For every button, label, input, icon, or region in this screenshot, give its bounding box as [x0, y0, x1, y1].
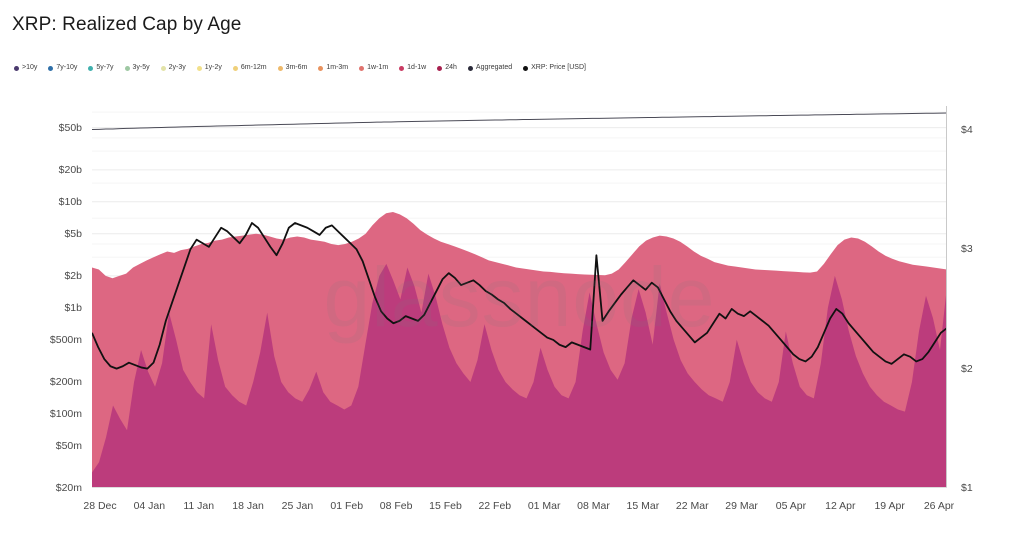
- legend-item-label: 24h: [445, 64, 457, 71]
- area-series-young-cohorts: [92, 263, 947, 488]
- legend-swatch-icon: [124, 65, 130, 71]
- y-axis-right-tick: $1: [961, 482, 973, 494]
- line-series-xrp-price: [92, 222, 947, 370]
- legend-item-3m-6m[interactable]: 3m-6m: [277, 64, 308, 72]
- legend-item-2y-3y[interactable]: 2y-3y: [160, 64, 186, 72]
- y-axis-left-tick: $100m: [49, 407, 82, 420]
- legend-item-1w-1m[interactable]: 1w-1m: [359, 64, 388, 72]
- x-axis-tick: 15 Mar: [626, 500, 660, 512]
- x-axis-tick: 11 Jan: [183, 500, 215, 512]
- legend-item-5y-7y[interactable]: 5y-7y: [88, 64, 114, 72]
- plot-area: glassnode: [92, 106, 947, 488]
- legend-item-label: >10y: [22, 64, 38, 71]
- chart-legend: >10y 7y-10y 5y-7y 3y-5y 2y-3y 1y-2y 6m-12m 3m-6…: [14, 64, 597, 72]
- y-axis-left-tick: $5b: [64, 227, 82, 240]
- y-axis-right-tick: $2: [961, 362, 973, 375]
- x-axis-tick: 22 Mar: [675, 500, 709, 512]
- legend-item-1y-2y[interactable]: 1y-2y: [196, 64, 222, 72]
- legend-swatch-icon: [318, 65, 324, 71]
- legend-item-10y[interactable]: >10y: [14, 64, 37, 72]
- y-axis-left-tick: $50m: [55, 439, 82, 452]
- legend-swatch-icon: [437, 65, 443, 71]
- x-axis-tick: 01 Mar: [527, 500, 561, 512]
- legend-item-6m-12m[interactable]: 6m-12m: [232, 64, 267, 72]
- y-axis-left-tick: $1b: [64, 301, 82, 314]
- legend-swatch-icon: [232, 65, 238, 71]
- x-axis-tick: 19 Apr: [874, 500, 905, 512]
- y-axis-left-tick: $200m: [49, 375, 82, 388]
- legend-item-label: XRP: Price [USD]: [531, 64, 586, 71]
- legend-item-7y-10y[interactable]: 7y-10y: [48, 64, 77, 72]
- y-axis-left-tick: $10b: [58, 195, 82, 208]
- x-axis-tick: 05 Apr: [775, 500, 807, 512]
- x-axis-tick: 22 Feb: [478, 500, 512, 512]
- legend-item-label: 1d-1w: [407, 64, 427, 71]
- x-axis-tick: 12 Apr: [825, 500, 856, 512]
- legend-item-label: 3y-5y: [132, 64, 150, 71]
- y-axis-left-tick: $50b: [58, 121, 82, 134]
- legend-swatch-icon: [277, 65, 283, 71]
- legend-item-1m-3m[interactable]: 1m-3m: [318, 64, 348, 72]
- legend-swatch-icon: [196, 65, 202, 71]
- y-axis-left-tick: $20m: [55, 482, 82, 494]
- legend-swatch-icon: [399, 65, 405, 71]
- legend-item-label: Aggregated: [475, 64, 513, 71]
- legend-item-label: 5y-7y: [96, 64, 114, 71]
- legend-swatch-icon: [467, 65, 473, 71]
- legend-swatch-icon: [359, 65, 365, 71]
- x-axis-tick: 18 Jan: [232, 500, 264, 512]
- legend-item-label: 7y-10y: [56, 64, 78, 71]
- legend-item-label: 1y-2y: [204, 64, 222, 71]
- x-axis-tick: 29 Mar: [725, 500, 758, 512]
- legend-item-label: 3m-6m: [285, 64, 308, 71]
- legend-item-label: 1m-3m: [326, 64, 349, 71]
- y-axis-right-tick: $3: [961, 243, 973, 256]
- x-axis-tick: 26 Apr: [923, 500, 955, 512]
- line-series-aggregated: [92, 112, 947, 131]
- y-axis-left-tick: $20b: [58, 163, 82, 176]
- x-axis-tick: 08 Mar: [577, 500, 610, 512]
- legend-item-3y-5y[interactable]: 3y-5y: [124, 64, 150, 72]
- legend-swatch-icon: [160, 65, 166, 71]
- legend-item-label: 1w-1m: [367, 64, 389, 71]
- legend-swatch-icon: [14, 65, 19, 71]
- legend-item-aggregated[interactable]: Aggregated: [467, 64, 513, 72]
- x-axis-tick: 15 Feb: [429, 500, 462, 512]
- page-title: XRP: Realized Cap by Age: [12, 14, 242, 35]
- x-axis-tick: 01 Feb: [330, 500, 364, 512]
- y-axis-right-tick: $4: [961, 123, 973, 136]
- legend-swatch-icon: [48, 65, 54, 71]
- x-axis-tick: 25 Jan: [281, 500, 314, 512]
- legend-item-1d-1w[interactable]: 1d-1w: [399, 64, 426, 72]
- legend-swatch-icon: [523, 65, 529, 71]
- legend-item-xrp-price-usd[interactable]: XRP: Price [USD]: [523, 64, 586, 72]
- x-axis-tick: 08 Feb: [379, 500, 413, 512]
- y-axis-left-tick: $2b: [64, 269, 82, 282]
- x-axis-tick: 28 Dec: [83, 500, 117, 512]
- legend-item-label: 6m-12m: [240, 64, 267, 71]
- legend-item-label: 2y-3y: [168, 64, 186, 71]
- legend-item-24h[interactable]: 24h: [437, 64, 457, 72]
- legend-swatch-icon: [88, 65, 94, 71]
- x-axis-tick: 04 Jan: [133, 500, 166, 512]
- y-axis-left-tick: $500m: [49, 333, 82, 346]
- chart-svg: [92, 106, 947, 488]
